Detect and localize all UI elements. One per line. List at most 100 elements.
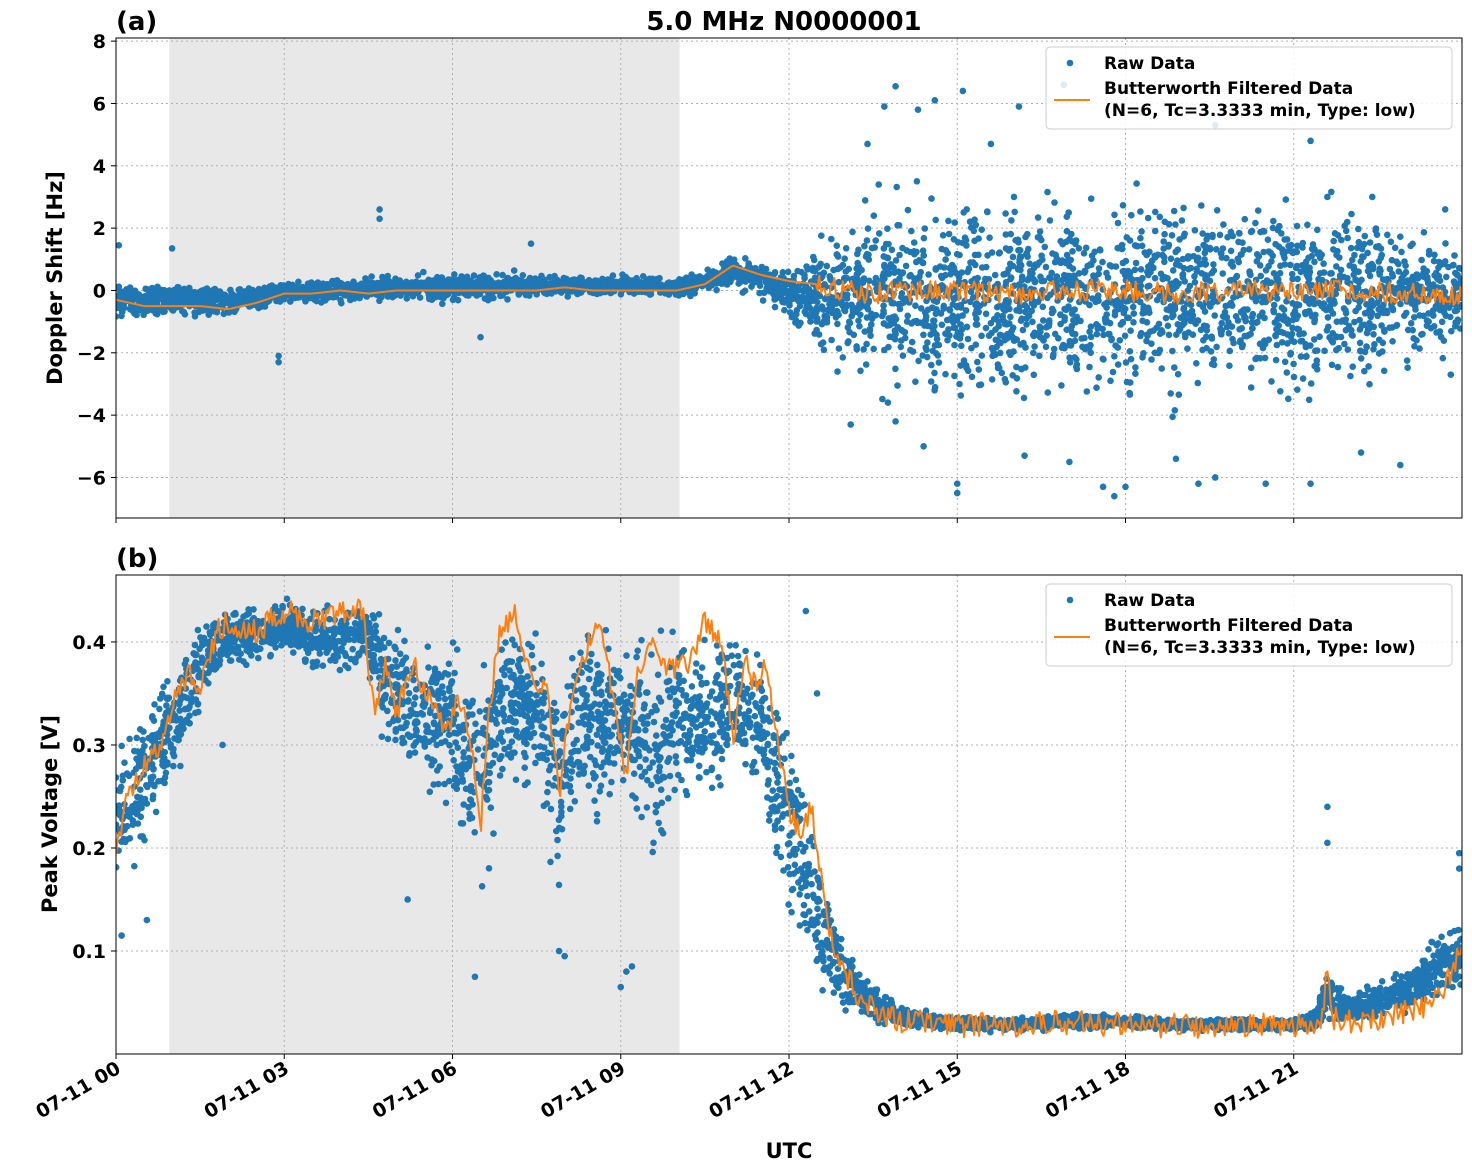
raw-data-point [992, 336, 1000, 344]
raw-data-point [1334, 363, 1342, 371]
raw-data-point [1244, 306, 1251, 313]
raw-data-point [1145, 263, 1152, 271]
raw-data-point [963, 242, 970, 249]
raw-data-point [1236, 230, 1243, 237]
raw-data-point [928, 361, 935, 369]
panel-a-plot-area [116, 81, 1462, 500]
raw-data-point [928, 195, 935, 202]
raw-data-point [891, 327, 899, 334]
raw-data-point [962, 307, 970, 314]
raw-data-point [1015, 264, 1023, 271]
raw-data-point [1067, 256, 1075, 264]
raw-data-point [1433, 329, 1440, 336]
raw-data-point [934, 341, 941, 348]
raw-data-point [1111, 353, 1118, 360]
raw-data-point [1216, 231, 1224, 239]
raw-data-point [299, 605, 306, 613]
raw-data-point [817, 340, 825, 348]
raw-data-point [1282, 317, 1290, 325]
raw-data-point [868, 244, 876, 252]
raw-data-point [1134, 242, 1141, 250]
raw-data-point [967, 288, 975, 296]
raw-data-point [1140, 306, 1147, 313]
raw-data-point [1253, 319, 1260, 327]
raw-data-point [1361, 232, 1369, 240]
raw-data-point [1292, 264, 1300, 272]
raw-data-point [975, 381, 983, 389]
raw-data-point [369, 284, 376, 292]
raw-data-point [1397, 300, 1404, 308]
raw-data-point [863, 340, 870, 348]
raw-data-point [1370, 345, 1377, 353]
raw-data-point [648, 781, 655, 789]
raw-data-point [1094, 325, 1102, 332]
raw-data-point [842, 245, 850, 252]
raw-data-outlier [864, 140, 871, 148]
raw-data-point [897, 343, 905, 351]
raw-data-point [1416, 312, 1423, 319]
raw-data-point [1038, 252, 1045, 259]
raw-data-point [1375, 336, 1383, 344]
raw-data-point [1194, 317, 1201, 324]
raw-data-point [880, 302, 887, 310]
panel-b-label: (b) [116, 544, 158, 574]
raw-data-point [1065, 272, 1073, 280]
raw-data-point [734, 652, 742, 660]
raw-data-point [1124, 314, 1131, 322]
raw-data-point [779, 269, 787, 276]
raw-data-point [972, 341, 980, 349]
raw-data-point [1152, 208, 1159, 216]
raw-data-point [1225, 319, 1232, 326]
raw-data-point [568, 768, 576, 775]
raw-data-point [803, 283, 810, 291]
y-tick-label: 8 [93, 31, 106, 53]
raw-data-point [924, 322, 931, 330]
raw-data-point [541, 276, 548, 284]
raw-data-point [919, 247, 927, 254]
raw-data-point [617, 291, 625, 298]
raw-data-point [934, 308, 941, 316]
raw-data-point [1129, 303, 1137, 311]
raw-data-outlier [892, 418, 899, 425]
raw-data-point [1303, 353, 1310, 360]
raw-data-point [1040, 277, 1048, 285]
raw-data-point [1123, 298, 1130, 305]
raw-data-point [1002, 210, 1009, 217]
raw-data-point [908, 338, 916, 346]
raw-data-point [771, 303, 779, 311]
raw-data-point [1347, 372, 1354, 380]
raw-data-point [739, 289, 747, 296]
raw-data-point [1336, 254, 1343, 261]
raw-data-point [1249, 293, 1256, 301]
raw-data-point [445, 660, 453, 668]
raw-data-point [1122, 359, 1130, 366]
raw-data-point [818, 232, 825, 239]
raw-data-point [1181, 278, 1188, 285]
raw-data-point [644, 776, 651, 784]
raw-data-point [1083, 388, 1091, 395]
raw-data-point [748, 283, 755, 290]
raw-data-point [1328, 270, 1335, 277]
raw-data-point [863, 314, 871, 321]
raw-data-point [1270, 270, 1278, 277]
raw-data-point [1274, 326, 1281, 333]
raw-data-point [1114, 344, 1122, 351]
raw-data-point [480, 273, 488, 280]
raw-data-point [378, 284, 386, 292]
raw-data-point [1219, 270, 1226, 277]
raw-data-point [831, 300, 838, 307]
raw-data-point [563, 766, 570, 774]
raw-data-point [1355, 225, 1362, 233]
raw-data-point [1187, 317, 1194, 325]
raw-data-point [975, 366, 983, 373]
raw-data-point [1069, 307, 1076, 314]
raw-data-point [982, 324, 990, 332]
raw-data-point [921, 225, 929, 232]
raw-data-point [1053, 255, 1061, 262]
raw-data-point [967, 298, 974, 306]
raw-data-outlier [275, 358, 282, 366]
raw-data-point [1325, 323, 1332, 331]
raw-data-point [1194, 245, 1202, 253]
raw-data-outlier [116, 241, 123, 249]
raw-data-outlier [892, 83, 899, 90]
